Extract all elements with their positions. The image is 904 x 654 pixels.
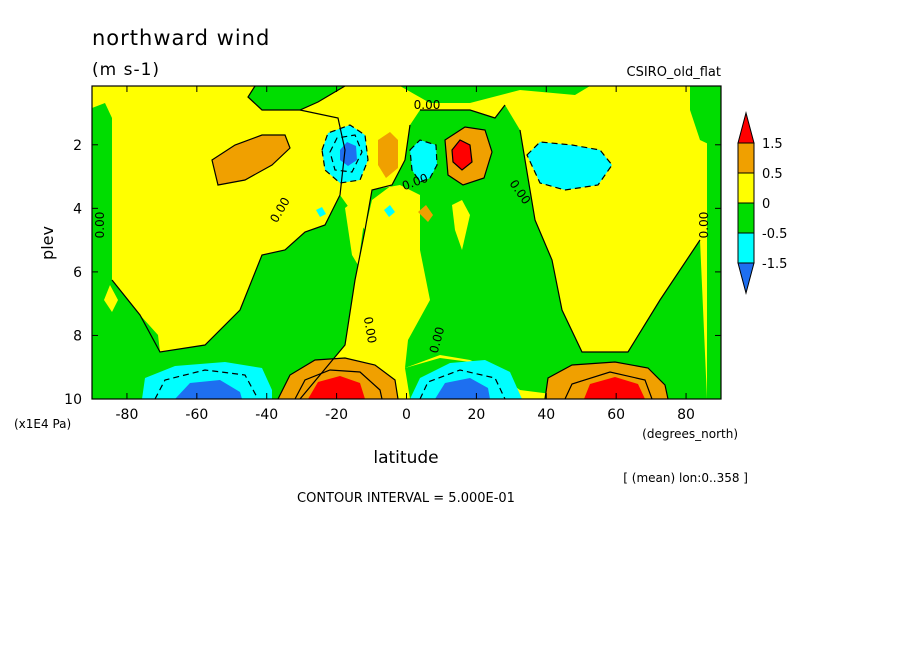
yellow-tongue-left xyxy=(345,200,365,265)
contour-line-12 xyxy=(321,124,369,184)
cyan-dot-2 xyxy=(384,205,395,217)
colorbar-bin-green xyxy=(737,202,755,234)
y-tick-label: 4 xyxy=(73,201,82,217)
contour-line-5 xyxy=(211,134,291,186)
contour-line-15 xyxy=(419,369,506,399)
colorbar-level-label: -1.5 xyxy=(762,257,787,272)
x-tick-label: 20 xyxy=(467,407,485,423)
x-axis: -80 -60 -40 -20 0 20 40 60 80 xyxy=(116,86,695,423)
x-tick-label: -20 xyxy=(325,407,348,423)
contour-fills xyxy=(92,86,721,399)
chart-title: northward wind xyxy=(92,26,270,50)
red-bottom-right xyxy=(584,377,645,399)
contour-line-17 xyxy=(526,141,613,191)
contour-line-11 xyxy=(564,371,653,399)
zero-label-lower-right: 0.00 xyxy=(427,325,447,354)
y-tick-label: 10 xyxy=(64,392,82,408)
colorbar-bin-dark_blue xyxy=(737,262,755,295)
y-axis-units: (x1E4 Pa) xyxy=(14,417,71,431)
plot-area xyxy=(92,86,721,399)
green-top-right xyxy=(690,86,721,150)
blue-bottom-left xyxy=(175,380,242,399)
x-tick-label: -80 xyxy=(116,407,139,423)
colorbar-bin-red xyxy=(737,111,755,144)
cyan-dot-1 xyxy=(316,207,326,217)
y-axis: 2 4 6 8 10 xyxy=(64,138,721,408)
green-left-edge xyxy=(92,103,112,399)
y-axis-label: plev xyxy=(38,226,57,260)
contour-line-13 xyxy=(329,134,363,173)
x-tick-label: 40 xyxy=(537,407,555,423)
contour-line-8 xyxy=(277,357,399,399)
zero-label-far-right: 0.00 xyxy=(697,212,711,239)
colorbar-bin-orange xyxy=(737,142,755,174)
x-tick-label: 0 xyxy=(402,407,411,423)
colorbar-level-label: 0.5 xyxy=(762,167,783,182)
colorbar-level-label: -0.5 xyxy=(762,227,787,242)
colorbar: 1.5 0.5 0 -0.5 -1.5 xyxy=(737,111,787,295)
orange-dot xyxy=(418,205,433,222)
y-tick-label: 2 xyxy=(73,138,82,154)
x-axis-label: latitude xyxy=(373,448,438,468)
chart-units: (m s-1) xyxy=(92,60,160,80)
yellow-tongue-right xyxy=(452,200,470,250)
y-tick-label: 6 xyxy=(73,265,82,281)
contour-interval: CONTOUR INTERVAL = 5.000E-01 xyxy=(297,491,515,506)
averaging-note: [ (mean) lon:0..358 ] xyxy=(623,471,748,485)
yellow-dot-left xyxy=(104,285,118,312)
contour-line-14 xyxy=(154,369,259,399)
cyan-bottom-left xyxy=(142,362,272,399)
contour-line-10 xyxy=(544,361,669,399)
x-tick-label: 80 xyxy=(677,407,695,423)
colorbar-level-label: 1.5 xyxy=(762,137,783,152)
model-label: CSIRO_old_flat xyxy=(627,65,722,80)
contour-line-1 xyxy=(111,109,346,353)
x-axis-units: (degrees_north) xyxy=(642,427,738,441)
cyan-small-right xyxy=(410,140,437,182)
red-upper-right xyxy=(452,140,472,170)
zero-label-lower-left: 0.00 xyxy=(361,316,379,345)
x-tick-label: 60 xyxy=(607,407,625,423)
x-tick-label: -40 xyxy=(255,407,278,423)
x-tick-label: -60 xyxy=(185,407,208,423)
cyan-upper-right xyxy=(527,142,612,190)
green-main xyxy=(112,98,707,399)
green-top-center xyxy=(400,86,590,103)
y-tick-label: 8 xyxy=(73,328,82,344)
contour-line-7 xyxy=(451,139,473,171)
contour-line-3 xyxy=(519,129,701,353)
contour-line-4 xyxy=(420,104,506,119)
contour-line-9 xyxy=(294,369,383,399)
green-right-edge xyxy=(707,86,721,399)
zero-label-far-left: 0.00 xyxy=(93,212,107,239)
orange-small-left xyxy=(378,132,398,178)
colorbar-bin-yellow xyxy=(737,172,755,204)
green-top-left xyxy=(92,86,345,110)
zero-label-top: 0.00 xyxy=(414,98,441,112)
red-bottom-left xyxy=(308,376,365,399)
contour-line-0 xyxy=(247,86,346,111)
contour-line-6 xyxy=(444,126,493,186)
contour-line-2 xyxy=(299,124,411,399)
colorbar-bin-cyan xyxy=(737,232,755,264)
colorbar-level-label: 0 xyxy=(762,197,770,212)
